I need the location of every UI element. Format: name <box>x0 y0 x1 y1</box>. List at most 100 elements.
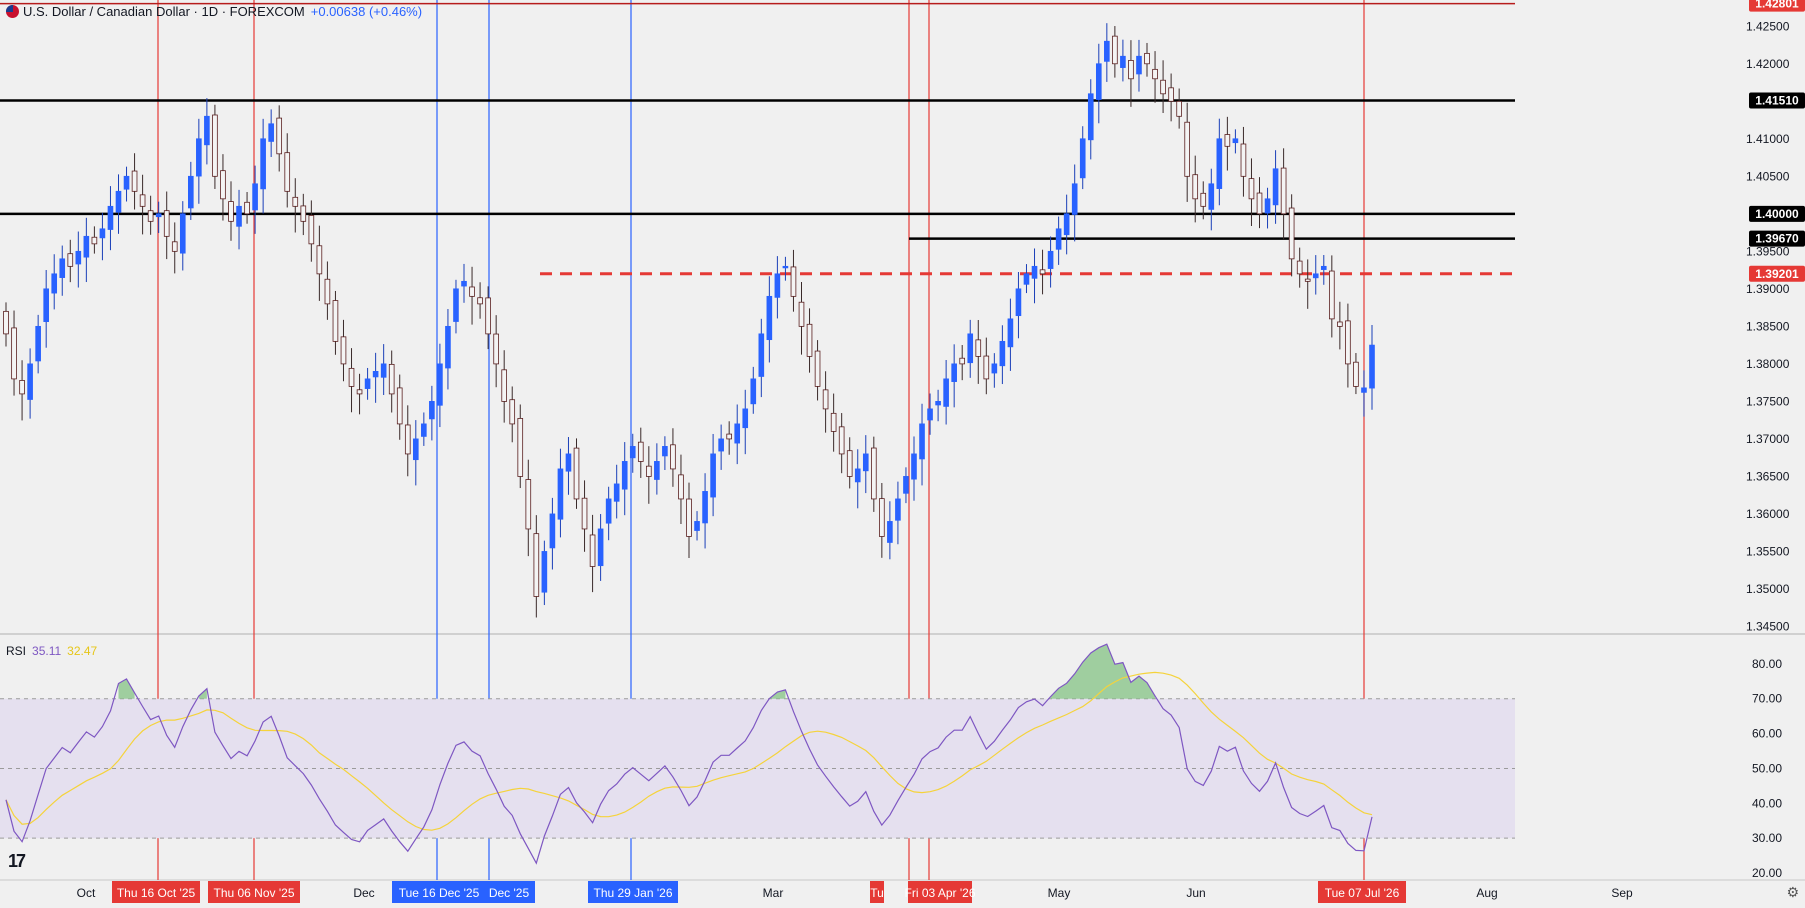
candle[interactable] <box>718 424 724 470</box>
candle[interactable] <box>1087 79 1094 160</box>
candle[interactable] <box>509 386 516 443</box>
candle[interactable] <box>1353 353 1359 395</box>
candle[interactable] <box>1232 129 1239 154</box>
candle[interactable] <box>260 118 266 214</box>
gear-icon[interactable]: ⚙ <box>1786 884 1799 900</box>
candle[interactable] <box>686 482 692 559</box>
candle[interactable] <box>51 254 58 310</box>
candle[interactable] <box>557 448 564 538</box>
candle[interactable] <box>991 353 998 388</box>
candle[interactable] <box>517 404 524 489</box>
candle[interactable] <box>163 191 170 260</box>
candle[interactable] <box>621 442 628 516</box>
candle[interactable] <box>838 413 845 474</box>
candle[interactable] <box>1104 23 1110 82</box>
candle[interactable] <box>742 389 749 455</box>
candle[interactable] <box>734 404 741 465</box>
candle[interactable] <box>1031 248 1038 304</box>
candle[interactable] <box>3 302 9 347</box>
rsi-legend[interactable]: RSI 35.11 32.47 <box>6 644 97 658</box>
candle[interactable] <box>27 348 33 419</box>
candle[interactable] <box>1023 264 1030 294</box>
candle[interactable] <box>477 282 483 319</box>
candle[interactable] <box>887 501 893 560</box>
candle[interactable] <box>790 249 797 312</box>
candle[interactable] <box>581 480 588 552</box>
candle[interactable] <box>35 314 41 374</box>
candle[interactable] <box>1144 42 1150 77</box>
time-marker-badge[interactable]: Dec '25 <box>483 881 535 903</box>
price-axis-panel[interactable] <box>1515 0 1805 903</box>
candle[interactable] <box>179 201 186 271</box>
price-level-badge[interactable]: 1.40000 <box>1749 205 1805 222</box>
candle[interactable] <box>19 360 25 421</box>
candle[interactable] <box>1280 148 1287 240</box>
candle[interactable] <box>493 315 499 388</box>
candle[interactable] <box>453 279 459 334</box>
candle[interactable] <box>1345 303 1351 388</box>
time-marker-badge[interactable]: Thu 29 Jan '26 <box>588 881 678 903</box>
candle[interactable] <box>637 427 644 478</box>
candle[interactable] <box>1160 60 1166 113</box>
candle[interactable] <box>1329 255 1335 338</box>
candle[interactable] <box>1361 370 1367 417</box>
candle[interactable] <box>1264 187 1271 229</box>
candle[interactable] <box>123 166 130 202</box>
candle[interactable] <box>220 154 226 221</box>
candle[interactable] <box>131 153 138 210</box>
candle[interactable] <box>196 118 202 204</box>
candle[interactable] <box>1256 177 1263 229</box>
candle[interactable] <box>404 405 411 477</box>
candle[interactable] <box>212 104 218 189</box>
time-marker-badge[interactable]: Fri 03 Apr '26 <box>905 881 976 903</box>
candle[interactable] <box>107 186 114 251</box>
candle[interactable] <box>1184 102 1190 202</box>
candle[interactable] <box>244 192 250 224</box>
candle[interactable] <box>678 454 684 524</box>
candle[interactable] <box>1055 216 1062 265</box>
candle[interactable] <box>1063 194 1070 255</box>
candle[interactable] <box>1007 298 1014 371</box>
candle[interactable] <box>662 436 668 471</box>
candle[interactable] <box>388 350 395 413</box>
candle[interactable] <box>356 373 363 415</box>
candle[interactable] <box>461 263 467 303</box>
candle[interactable] <box>846 437 853 489</box>
candle[interactable] <box>654 443 660 495</box>
candle[interactable] <box>437 343 443 428</box>
candle[interactable] <box>782 256 789 281</box>
candle[interactable] <box>967 319 974 378</box>
candle[interactable] <box>1176 88 1182 129</box>
candle[interactable] <box>702 473 708 549</box>
candle[interactable] <box>726 421 732 455</box>
candle[interactable] <box>1136 39 1142 92</box>
time-marker-badge[interactable]: Thu 16 Oct '25 <box>112 881 200 903</box>
candle[interactable] <box>975 320 982 384</box>
candle[interactable] <box>364 367 371 400</box>
candle[interactable] <box>332 290 339 355</box>
candle[interactable] <box>204 98 210 165</box>
candle[interactable] <box>573 438 580 509</box>
candle[interactable] <box>188 161 194 220</box>
candle[interactable] <box>300 193 307 236</box>
candle[interactable] <box>830 393 837 452</box>
candle[interactable] <box>589 514 596 593</box>
symbol-legend[interactable]: U.S. Dollar / Canadian Dollar · 1D · FOR… <box>6 4 422 19</box>
candle[interactable] <box>919 403 925 486</box>
candle[interactable] <box>412 420 419 486</box>
candle[interactable] <box>1128 40 1134 107</box>
candle[interactable] <box>999 325 1006 385</box>
candle[interactable] <box>1320 255 1327 285</box>
candle[interactable] <box>43 270 49 348</box>
candle[interactable] <box>1272 150 1279 224</box>
candle[interactable] <box>1015 271 1022 339</box>
candle[interactable] <box>646 446 652 504</box>
tradingview-logo-icon[interactable]: 17 <box>8 851 26 871</box>
candle[interactable] <box>758 318 765 398</box>
candle[interactable] <box>308 200 315 262</box>
candle[interactable] <box>1095 43 1102 124</box>
candle[interactable] <box>605 486 612 541</box>
candle[interactable] <box>879 483 885 558</box>
candle[interactable] <box>171 222 178 274</box>
candle[interactable] <box>372 352 379 403</box>
